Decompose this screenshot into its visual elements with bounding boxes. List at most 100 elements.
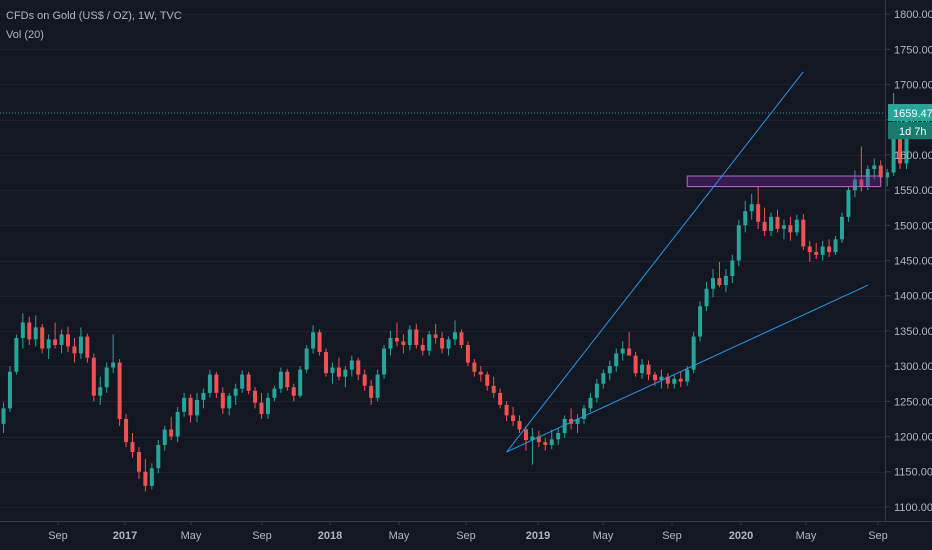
candle[interactable] [607,360,612,381]
candle[interactable] [543,437,548,451]
candle[interactable] [375,369,380,402]
candle[interactable] [420,337,425,356]
candle[interactable] [201,388,206,409]
candle[interactable] [369,380,374,405]
candle[interactable] [272,385,277,402]
candle[interactable] [117,359,122,426]
candle[interactable] [343,366,348,388]
candle[interactable] [814,242,819,260]
candle[interactable] [614,348,619,372]
candle[interactable] [807,240,812,262]
candle[interactable] [227,392,232,416]
candle[interactable] [175,406,180,443]
candle[interactable] [459,329,464,349]
symbol-title[interactable]: CFDs on Gold (US$ / OZ), 1W, TVC [6,10,182,22]
candle[interactable] [233,383,238,405]
candle[interactable] [414,323,419,349]
candle[interactable] [478,366,483,382]
candle[interactable] [775,209,780,233]
candle[interactable] [130,432,135,458]
candle[interactable] [827,239,832,257]
candle[interactable] [556,428,561,445]
candle[interactable] [504,401,509,422]
candle[interactable] [633,352,638,377]
candle[interactable] [820,240,825,261]
candle[interactable] [885,168,890,187]
candle[interactable] [214,371,219,398]
candle[interactable] [717,261,722,288]
candle[interactable] [588,392,593,412]
drawings[interactable] [506,71,882,453]
candle[interactable] [336,357,341,381]
candle[interactable] [253,387,258,409]
candle[interactable] [7,366,12,412]
candle[interactable] [298,366,303,398]
candle[interactable] [27,316,32,345]
candle[interactable] [394,322,399,347]
candle[interactable] [465,341,470,367]
lower-trendline[interactable] [506,284,869,453]
candle[interactable] [491,376,496,398]
candle[interactable] [188,394,193,423]
time-axis[interactable]: Sep 2017 May Sep 2018 May Sep 2019 May Sep 2020 May… [48,521,888,542]
candle[interactable] [865,165,870,191]
candle[interactable] [111,334,116,374]
candle[interactable] [640,359,645,379]
candle[interactable] [240,370,245,393]
candle[interactable] [104,362,109,393]
candle[interactable] [846,186,851,222]
candle[interactable] [317,329,322,356]
candle[interactable] [46,334,51,360]
candle[interactable] [53,322,58,349]
candle[interactable] [401,334,406,354]
candle[interactable] [85,333,90,363]
candle[interactable] [453,320,457,345]
candle[interactable] [1,402,6,433]
candle[interactable] [691,332,696,374]
candle[interactable] [852,170,857,198]
candle[interactable] [446,336,451,356]
candle[interactable] [220,387,225,414]
candles[interactable] [1,92,909,492]
candle[interactable] [665,373,670,389]
candle[interactable] [562,415,567,438]
candle[interactable] [530,428,535,465]
candle[interactable] [143,459,148,492]
candle[interactable] [182,392,187,417]
volume-indicator-label[interactable]: Vol (20) [6,29,44,41]
candle[interactable] [549,429,554,450]
candle[interactable] [246,371,251,395]
candle[interactable] [169,416,174,441]
candle[interactable] [794,214,799,236]
candle[interactable] [330,362,335,384]
candle[interactable] [285,368,290,391]
candle[interactable] [620,341,625,361]
candle[interactable] [356,357,361,381]
candle[interactable] [162,425,167,451]
candle[interactable] [33,315,38,347]
candle[interactable] [382,344,387,379]
candle[interactable] [723,268,728,293]
candle[interactable] [324,348,328,377]
candle[interactable] [195,392,199,423]
candle[interactable] [407,325,412,351]
candle[interactable] [833,235,838,255]
candle[interactable] [433,323,438,344]
candle[interactable] [627,332,632,356]
candle[interactable] [388,330,393,356]
candle[interactable] [704,281,709,312]
candle[interactable] [136,447,141,479]
candle[interactable] [582,404,586,424]
candle[interactable] [78,327,83,360]
candle[interactable] [756,186,761,229]
candle[interactable] [859,146,864,192]
candle[interactable] [672,374,677,389]
candle[interactable] [646,360,651,381]
candle[interactable] [511,406,516,426]
candle[interactable] [472,359,477,377]
resistance-zone[interactable] [686,175,882,188]
candle[interactable] [265,392,270,419]
candle[interactable] [72,337,77,363]
candle[interactable] [278,367,283,393]
price-axis[interactable]: 1800.001750.001700.001650.001600.001550.… [886,9,932,514]
